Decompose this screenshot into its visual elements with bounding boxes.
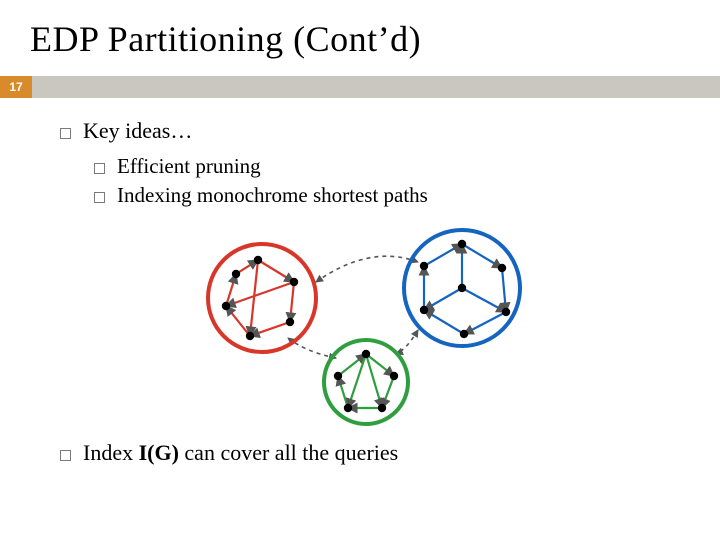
sub-bullet: Indexing monochrome shortest paths [94,183,680,208]
diagram-container [60,226,680,426]
slide-title: EDP Partitioning (Cont’d) [0,0,720,60]
page-number: 17 [0,76,32,98]
bar-fill [32,76,720,98]
sub-bullet: Efficient pruning [94,154,680,179]
bottom-bold: I(G) [139,440,179,465]
bullet-square-icon [60,450,71,461]
bottom-prefix: Index [83,440,139,465]
bullet-bottom-text: Index I(G) can cover all the queries [83,440,398,466]
bullet-square-icon [94,163,105,174]
sub-bullets: Efficient pruning Indexing monochrome sh… [60,154,680,208]
bullet-top: Key ideas… [60,118,680,144]
partition-diagram [180,226,560,426]
bullet-square-icon [94,192,105,203]
accent-bar: 17 [0,76,720,98]
sub-bullet-text: Efficient pruning [117,154,261,179]
bullet-square-icon [60,128,71,139]
content-area: Key ideas… Efficient pruning Indexing mo… [0,98,720,426]
bullet-bottom: Index I(G) can cover all the queries [0,440,720,466]
sub-bullet-text: Indexing monochrome shortest paths [117,183,428,208]
bullet-top-text: Key ideas… [83,118,192,144]
bottom-suffix: can cover all the queries [179,440,398,465]
